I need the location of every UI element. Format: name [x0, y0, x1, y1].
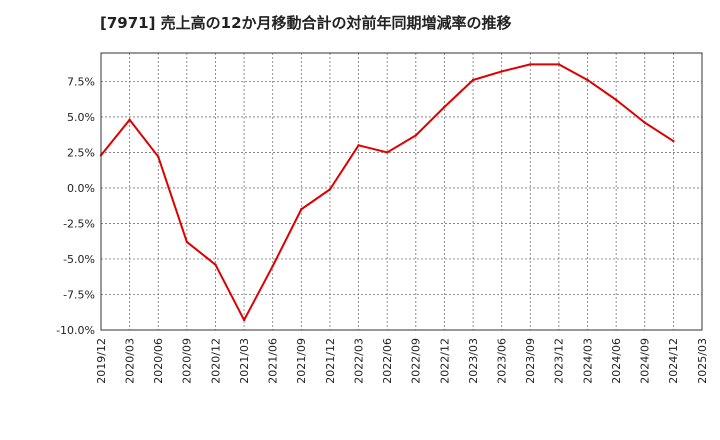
x-tick-label: 2021/09	[295, 338, 308, 384]
data-point	[214, 263, 217, 266]
chart-title: [7971] 売上高の12か月移動合計の対前年同期増減率の推移	[100, 14, 512, 32]
x-tick-label: 2021/03	[238, 338, 251, 384]
x-tick-label: 2022/09	[410, 338, 423, 384]
data-point	[471, 78, 475, 82]
data-point	[557, 63, 561, 66]
x-tick-label: 2024/12	[667, 338, 680, 384]
data-point	[385, 151, 389, 154]
chart-series	[99, 63, 675, 322]
plot-area-frame	[100, 52, 703, 331]
data-point	[157, 155, 160, 158]
x-tick-label: 2024/06	[610, 338, 623, 384]
y-tick-label: -7.5%	[63, 288, 95, 301]
x-axis-ticks: 2019/12 2020/03 2020/06 2020/09 2020/12 2021/…	[95, 338, 709, 384]
x-tick-label: 2021/06	[267, 338, 280, 384]
x-tick-label: 2020/06	[152, 338, 165, 384]
x-tick-label: 2024/09	[639, 338, 652, 384]
y-tick-label: 7.5%	[67, 75, 95, 88]
y-tick-label: 0.0%	[67, 182, 95, 195]
data-point	[672, 139, 675, 143]
x-tick-label: 2023/09	[524, 338, 537, 384]
data-point	[643, 121, 646, 124]
data-point	[300, 208, 303, 211]
y-tick-label: -10.0%	[56, 324, 95, 337]
x-tick-label: 2025/03	[696, 338, 709, 384]
x-tick-label: 2022/12	[438, 338, 451, 384]
data-point	[357, 144, 360, 147]
chart-grid	[101, 53, 702, 330]
y-tick-label: 2.5%	[67, 146, 95, 159]
data-point	[414, 134, 418, 137]
data-point	[529, 63, 532, 66]
data-point	[185, 240, 189, 244]
x-tick-label: 2019/12	[95, 338, 108, 384]
data-point	[586, 78, 589, 82]
x-tick-label: 2022/06	[381, 338, 394, 384]
data-point	[443, 105, 446, 109]
data-point	[328, 188, 332, 191]
x-tick-label: 2020/12	[209, 338, 222, 384]
x-tick-label: 2020/09	[181, 338, 194, 384]
x-tick-label: 2024/03	[581, 338, 594, 384]
y-tick-label: -2.5%	[63, 217, 95, 230]
y-tick-label: -5.0%	[63, 253, 95, 266]
data-point	[500, 70, 503, 73]
data-point	[242, 318, 246, 322]
x-tick-label: 2022/03	[352, 338, 365, 384]
data-point	[271, 264, 274, 268]
x-tick-label: 2020/03	[123, 338, 136, 384]
data-point	[128, 118, 131, 121]
y-axis-ticks: 7.5% 5.0% 2.5% 0.0% -2.5% -5.0% -7.5% -10.0%	[56, 75, 95, 337]
x-tick-label: 2021/12	[324, 338, 337, 384]
y-tick-label: 5.0%	[67, 111, 95, 124]
x-tick-label: 2023/03	[467, 338, 480, 384]
data-point	[614, 98, 618, 102]
x-tick-label: 2023/06	[496, 338, 509, 384]
x-tick-label: 2023/12	[553, 338, 566, 384]
